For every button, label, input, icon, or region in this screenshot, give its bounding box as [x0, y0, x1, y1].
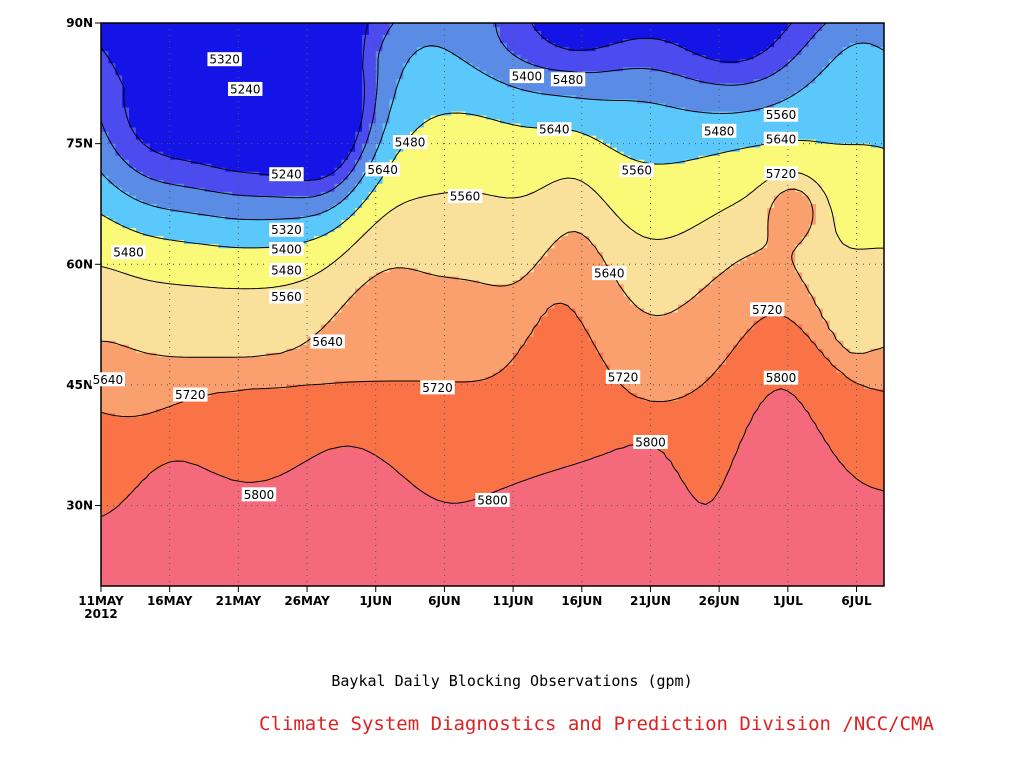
svg-text:5800: 5800 [477, 493, 508, 507]
contour-label: 5800 [763, 370, 799, 385]
contour-band-2 [101, 23, 884, 221]
contour-label: 5480 [111, 245, 146, 260]
contour-label: 5240 [269, 167, 304, 182]
contour-label: 5560 [763, 107, 799, 122]
svg-text:5240: 5240 [230, 82, 261, 96]
svg-text:5720: 5720 [422, 381, 453, 395]
contour-label: 5640 [592, 266, 627, 281]
contour-label: 5720 [763, 166, 799, 181]
contour-label: 5640 [763, 131, 799, 146]
svg-text:5800: 5800 [635, 436, 666, 450]
svg-text:5480: 5480 [704, 124, 735, 138]
contour-label: 5560 [619, 163, 654, 178]
contour-label: 5800 [475, 492, 510, 507]
contour-band-6 [101, 187, 884, 418]
contour-band-1 [101, 23, 823, 197]
svg-text:5720: 5720 [608, 370, 639, 384]
svg-text:5640: 5640 [539, 123, 570, 137]
svg-text:5640: 5640 [367, 163, 398, 177]
x-tick-label: 1JUN [359, 594, 392, 608]
chart-credit: Climate System Diagnostics and Predictio… [259, 713, 934, 735]
contour-line-5400 [101, 42, 884, 221]
contour-label: 5640 [537, 122, 572, 137]
y-tick-label: 90N [66, 16, 93, 30]
plot-area [101, 23, 884, 586]
contour-label: 5720 [750, 302, 785, 317]
svg-text:5560: 5560 [766, 108, 797, 122]
contour-label: 5800 [633, 435, 668, 450]
x-tick-label: 21JUN [630, 594, 671, 608]
contour-label: 5720 [605, 369, 641, 384]
svg-text:5240: 5240 [271, 168, 302, 182]
contour-label: 5800 [241, 487, 277, 502]
svg-text:5640: 5640 [594, 267, 625, 281]
y-tick-label: 45N [66, 378, 93, 392]
svg-text:5400: 5400 [271, 243, 302, 257]
svg-text:5480: 5480 [271, 263, 302, 277]
plot-frame [100, 22, 885, 587]
y-tick-label: 60N [66, 257, 93, 271]
svg-text:5640: 5640 [312, 335, 343, 349]
contour-label: 5480 [269, 262, 304, 277]
contour-label: 5480 [550, 72, 586, 87]
svg-text:5720: 5720 [752, 303, 783, 317]
contour-label: 5640 [365, 162, 400, 177]
contour-label: 5640 [90, 372, 126, 387]
contour-label: 5640 [310, 334, 345, 349]
svg-text:5560: 5560 [450, 189, 481, 203]
contour-label: 5560 [269, 289, 304, 304]
contour-label: 5480 [392, 135, 428, 150]
contour-label: 5320 [269, 222, 304, 237]
x-tick-label: 11MAY [78, 594, 124, 608]
svg-text:5720: 5720 [766, 167, 797, 181]
contour-label: 5720 [173, 387, 208, 402]
svg-text:5560: 5560 [621, 164, 652, 178]
x-tick-label: 26MAY [284, 594, 330, 608]
y-tick-label: 75N [66, 137, 93, 151]
x-tick-label: 6JUL [841, 594, 872, 608]
contour-label: 5480 [701, 123, 737, 138]
contour-label: 5400 [269, 242, 304, 257]
svg-text:5800: 5800 [766, 371, 797, 385]
svg-text:5400: 5400 [512, 70, 543, 84]
contour-band-3 [101, 43, 884, 249]
chart-title: Baykal Daily Blocking Observations (gpm) [331, 672, 693, 690]
x-tick-label: 1JUL [773, 594, 804, 608]
contour-label: 5560 [447, 188, 483, 203]
svg-text:5480: 5480 [113, 246, 144, 260]
y-tick-label: 30N [66, 499, 93, 513]
contour-band-8 [101, 388, 884, 586]
svg-text:5640: 5640 [93, 373, 124, 387]
contour-line-5320 [101, 23, 827, 199]
x-tick-label: 16MAY [147, 594, 193, 608]
svg-text:5320: 5320 [271, 223, 302, 237]
contour-label: 5720 [420, 380, 455, 395]
svg-text:5800: 5800 [244, 488, 275, 502]
x-year-label: 2012 [84, 607, 117, 621]
contour-line-5800 [101, 388, 884, 518]
contour-band-7 [101, 304, 884, 515]
svg-text:5640: 5640 [766, 132, 797, 146]
contour-line-5560 [101, 171, 884, 290]
x-tick-label: 6JUN [428, 594, 461, 608]
x-tick-label: 16JUN [561, 594, 602, 608]
contour-label: 5240 [228, 81, 263, 96]
contour-label: 5400 [509, 69, 545, 84]
contour-band-0 [101, 23, 789, 181]
svg-text:5560: 5560 [271, 290, 302, 304]
contour-band-5 [101, 171, 884, 358]
x-tick-label: 11JUN [493, 594, 534, 608]
x-tick-label: 21MAY [216, 594, 262, 608]
svg-text:5480: 5480 [395, 136, 426, 150]
svg-text:5320: 5320 [209, 53, 240, 67]
svg-text:5720: 5720 [175, 388, 206, 402]
svg-text:5480: 5480 [553, 73, 584, 87]
contour-label: 5320 [207, 52, 242, 67]
x-tick-label: 26JUN [699, 594, 740, 608]
